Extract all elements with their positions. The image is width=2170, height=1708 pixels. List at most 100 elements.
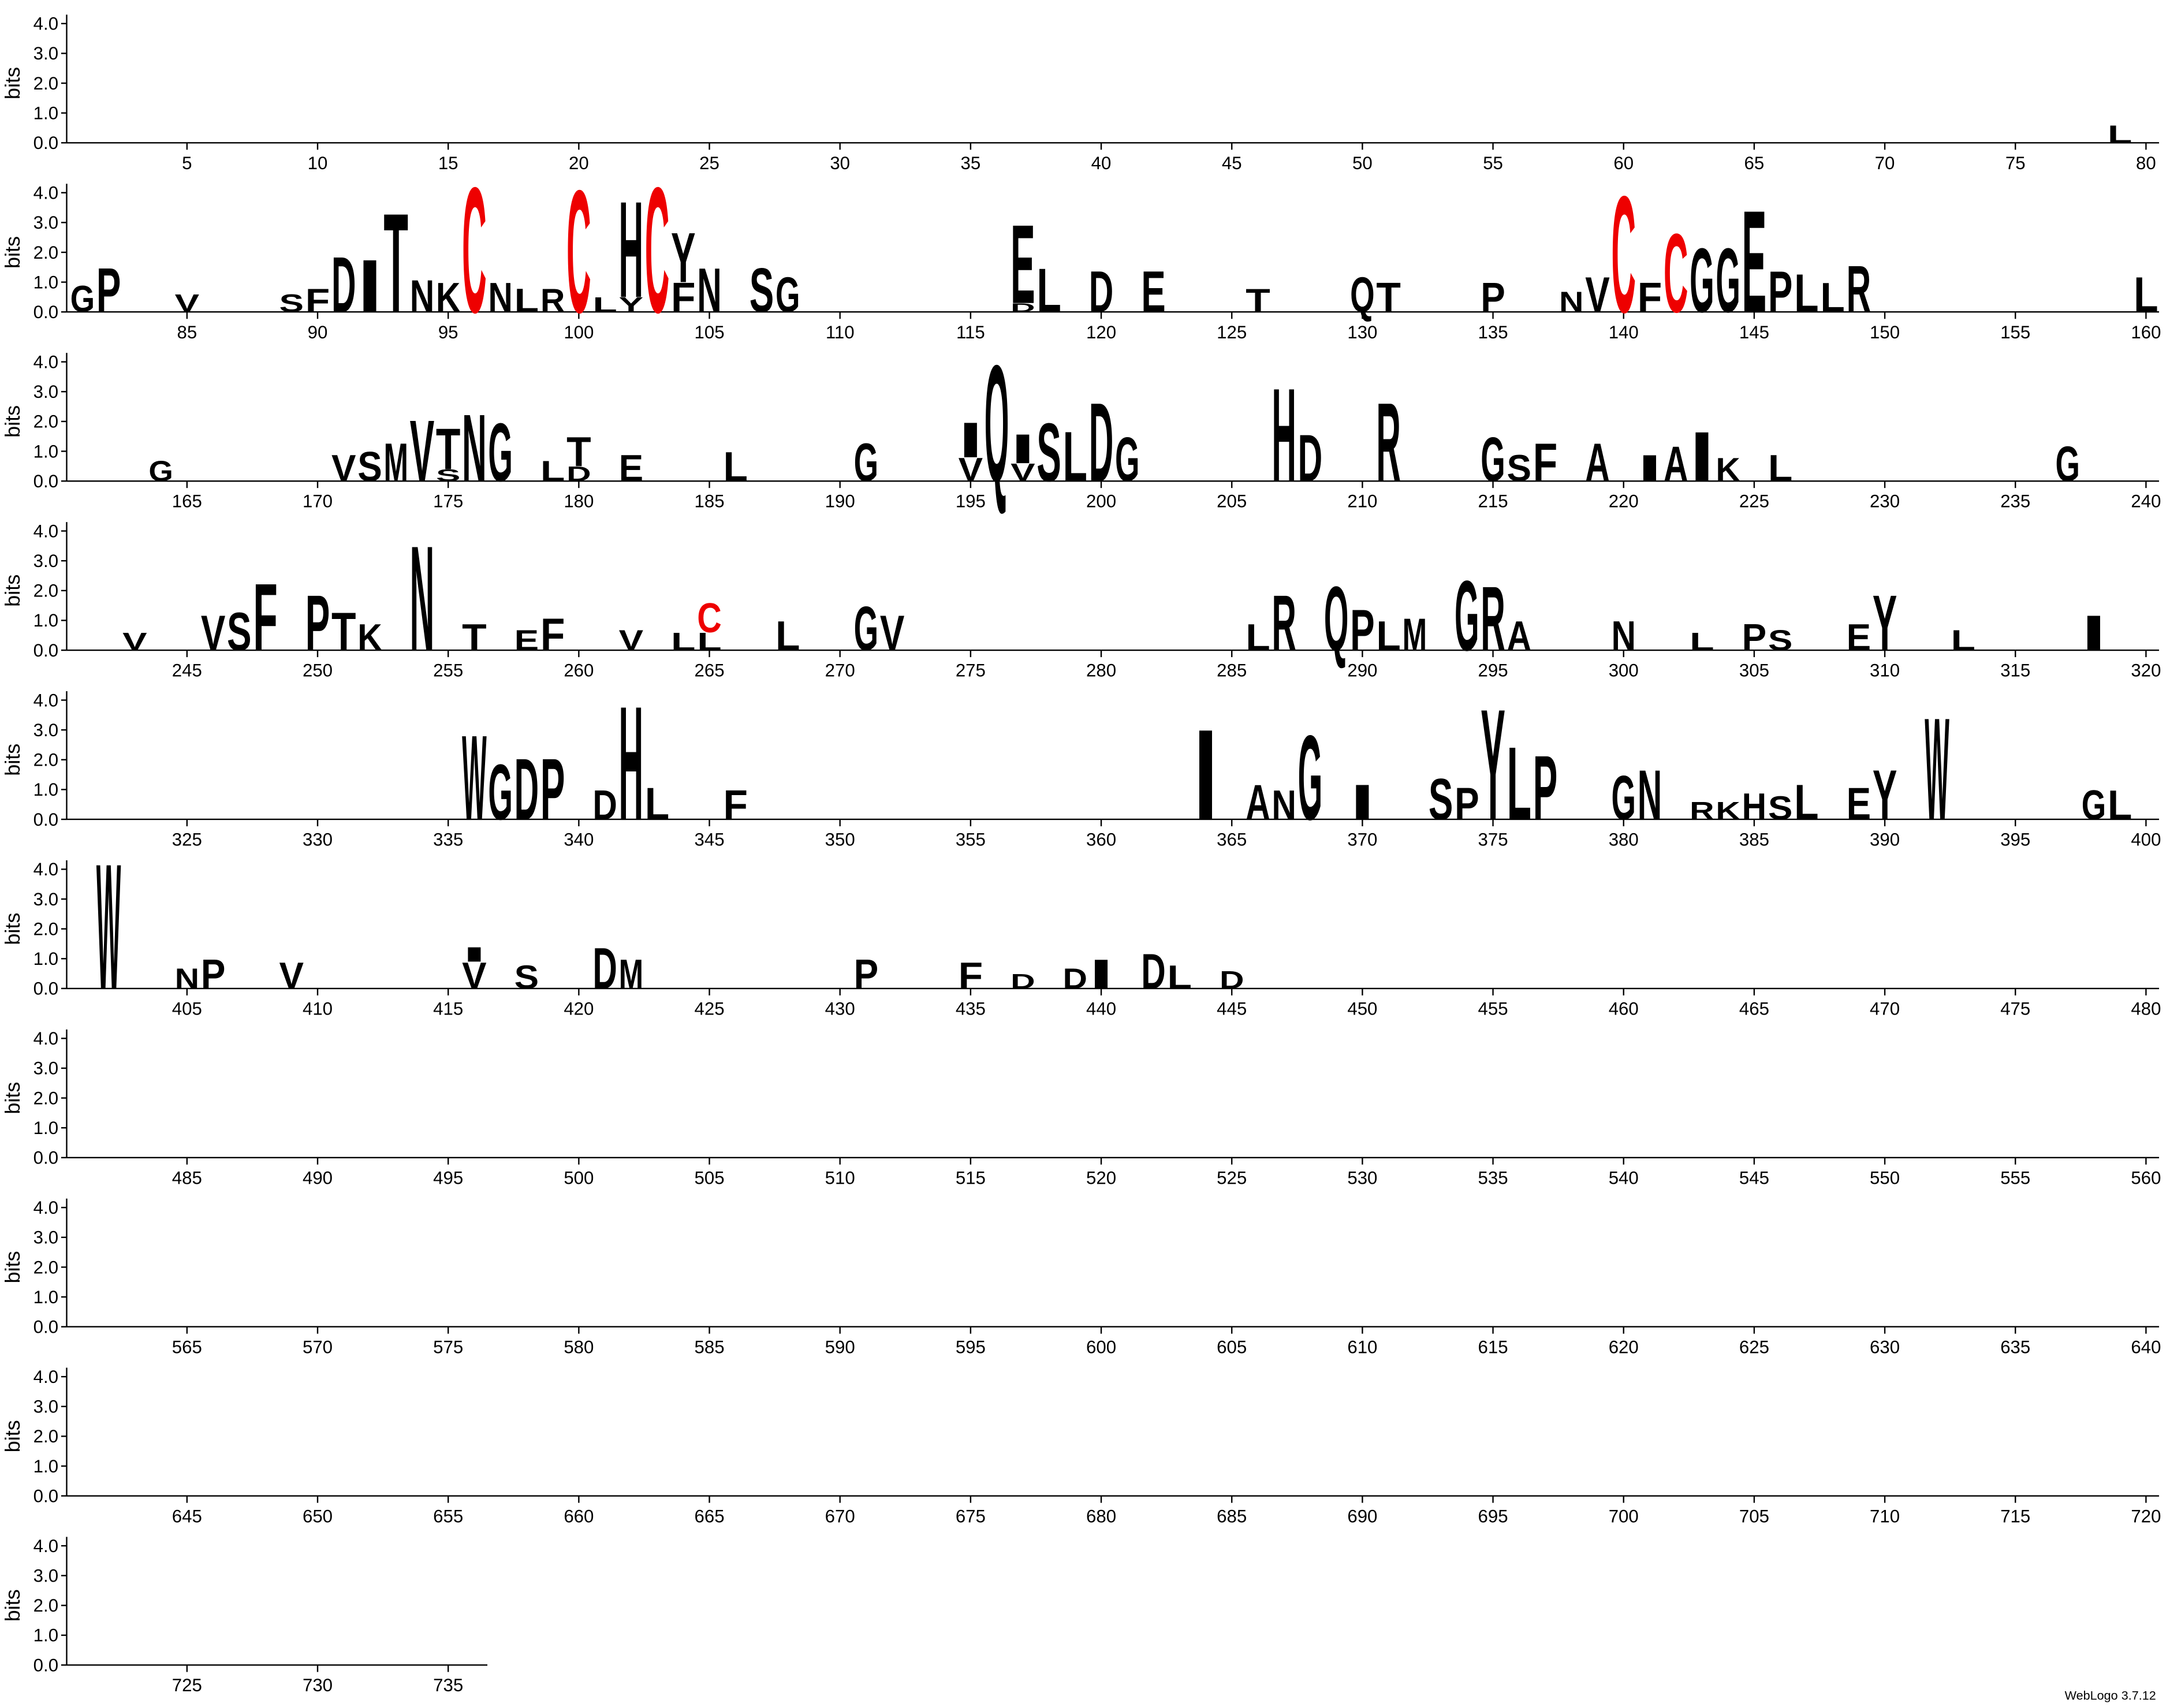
letter-glyph: Y bbox=[1873, 756, 1897, 835]
x-tick-label: 350 bbox=[825, 830, 855, 850]
x-tick-label: 510 bbox=[825, 1168, 855, 1188]
x-tick-label: 360 bbox=[1086, 830, 1116, 850]
letter-glyph: V bbox=[1585, 267, 1610, 323]
x-tick-label: 455 bbox=[1478, 999, 1508, 1019]
letter-glyph: C bbox=[1664, 211, 1688, 337]
y-tick-label: 3.0 bbox=[33, 1058, 58, 1079]
x-tick-label: 515 bbox=[956, 1168, 986, 1188]
letter-glyph: E bbox=[1847, 617, 1871, 659]
x-tick-label: 465 bbox=[1739, 999, 1769, 1019]
x-tick-label: 375 bbox=[1478, 830, 1508, 850]
letter-glyph: G bbox=[488, 407, 513, 499]
x-tick-label: 560 bbox=[2131, 1168, 2161, 1188]
x-tick-label: 215 bbox=[1478, 491, 1508, 512]
letter-glyph: N bbox=[697, 256, 722, 325]
letter-glyph: I bbox=[1194, 703, 1218, 847]
y-tick-label: 1.0 bbox=[33, 1625, 58, 1646]
y-tick-label: 2.0 bbox=[33, 412, 58, 432]
letter-glyph: L bbox=[1246, 617, 1270, 658]
letter-glyph: S bbox=[1429, 767, 1453, 831]
y-tick-label: 0.0 bbox=[33, 471, 58, 491]
x-tick-label: 480 bbox=[2131, 999, 2161, 1019]
letter-glyph: H bbox=[1272, 361, 1296, 510]
letter-glyph: R bbox=[1690, 797, 1714, 825]
letter-glyph: P bbox=[1533, 737, 1558, 839]
letter-glyph: A bbox=[1507, 612, 1532, 659]
x-tick-label: 670 bbox=[825, 1506, 855, 1526]
x-tick-label: 720 bbox=[2131, 1506, 2161, 1526]
x-tick-label: 85 bbox=[177, 322, 197, 342]
letter-glyph: Y bbox=[1873, 579, 1897, 667]
y-tick-label: 0.0 bbox=[33, 1317, 58, 1337]
letter-glyph: W bbox=[1925, 688, 1949, 851]
x-tick-label: 505 bbox=[694, 1168, 724, 1188]
x-tick-label: 335 bbox=[433, 830, 463, 850]
letter-glyph: Y bbox=[1481, 677, 1505, 853]
x-tick-label: 690 bbox=[1347, 1506, 1377, 1526]
letter-glyph: H bbox=[619, 173, 644, 326]
y-tick-label: 2.0 bbox=[33, 750, 58, 770]
x-tick-label: 615 bbox=[1478, 1337, 1508, 1357]
y-axis-label: bits bbox=[1, 236, 24, 268]
y-tick-label: 3.0 bbox=[33, 720, 58, 740]
letter-glyph: I bbox=[1690, 417, 1714, 497]
x-tick-label: 120 bbox=[1086, 322, 1116, 342]
x-tick-label: 15 bbox=[438, 153, 458, 173]
x-tick-label: 245 bbox=[172, 661, 202, 681]
letter-glyph: S bbox=[357, 444, 382, 491]
letter-glyph: V bbox=[880, 606, 905, 662]
letter-glyph: C bbox=[645, 151, 670, 350]
y-axis-label: bits bbox=[1, 1420, 24, 1452]
letter-glyph: L bbox=[1036, 256, 1061, 326]
letter-glyph: L bbox=[775, 613, 800, 659]
x-tick-label: 725 bbox=[172, 1675, 202, 1695]
letter-glyph: Q bbox=[1324, 568, 1349, 670]
letter-glyph: D bbox=[514, 741, 539, 838]
letter-glyph: S bbox=[436, 466, 461, 484]
letter-glyph: E bbox=[1141, 259, 1166, 324]
x-tick-label: 680 bbox=[1086, 1506, 1116, 1526]
x-tick-label: 600 bbox=[1086, 1337, 1116, 1357]
x-tick-label: 180 bbox=[564, 491, 594, 512]
letter-glyph: S bbox=[279, 289, 304, 317]
y-tick-label: 4.0 bbox=[33, 1536, 58, 1556]
letter-glyph: P bbox=[854, 951, 879, 998]
y-axis-label: bits bbox=[1, 405, 24, 438]
y-tick-label: 4.0 bbox=[33, 183, 58, 203]
letter-glyph: N bbox=[488, 274, 513, 320]
letter-glyph: S bbox=[1507, 447, 1532, 490]
letter-glyph: G bbox=[2055, 436, 2080, 492]
x-tick-label: 735 bbox=[433, 1675, 463, 1695]
letter-glyph: A bbox=[1664, 436, 1688, 492]
y-tick-label: 0.0 bbox=[33, 302, 58, 322]
letter-glyph: S bbox=[514, 959, 539, 996]
x-tick-label: 210 bbox=[1347, 491, 1377, 512]
y-tick-label: 4.0 bbox=[33, 1367, 58, 1387]
letter-glyph: C bbox=[1611, 162, 1636, 348]
y-tick-label: 4.0 bbox=[33, 690, 58, 710]
letter-glyph: K bbox=[436, 274, 461, 320]
x-tick-label: 285 bbox=[1217, 661, 1247, 681]
x-tick-label: 590 bbox=[825, 1337, 855, 1357]
x-tick-label: 550 bbox=[1870, 1168, 1900, 1188]
x-tick-label: 555 bbox=[2000, 1168, 2030, 1188]
x-tick-label: 635 bbox=[2000, 1337, 2030, 1357]
y-tick-label: 4.0 bbox=[33, 859, 58, 879]
y-tick-label: 4.0 bbox=[33, 521, 58, 541]
y-tick-label: 0.0 bbox=[33, 1486, 58, 1506]
x-tick-label: 270 bbox=[825, 661, 855, 681]
letter-glyph: N bbox=[410, 271, 435, 322]
letter-glyph: M bbox=[383, 432, 408, 493]
y-tick-label: 3.0 bbox=[33, 889, 58, 909]
x-tick-label: 400 bbox=[2131, 830, 2161, 850]
x-tick-label: 140 bbox=[1609, 322, 1639, 342]
x-tick-label: 235 bbox=[2000, 491, 2030, 512]
letter-glyph: Q bbox=[1350, 267, 1375, 323]
x-tick-label: 160 bbox=[2131, 322, 2161, 342]
x-tick-label: 545 bbox=[1739, 1168, 1769, 1188]
x-tick-label: 440 bbox=[1086, 999, 1116, 1019]
x-tick-label: 315 bbox=[2000, 661, 2030, 681]
y-tick-label: 1.0 bbox=[33, 441, 58, 461]
letter-glyph: R bbox=[540, 282, 565, 319]
letter-glyph: M bbox=[1403, 610, 1427, 661]
